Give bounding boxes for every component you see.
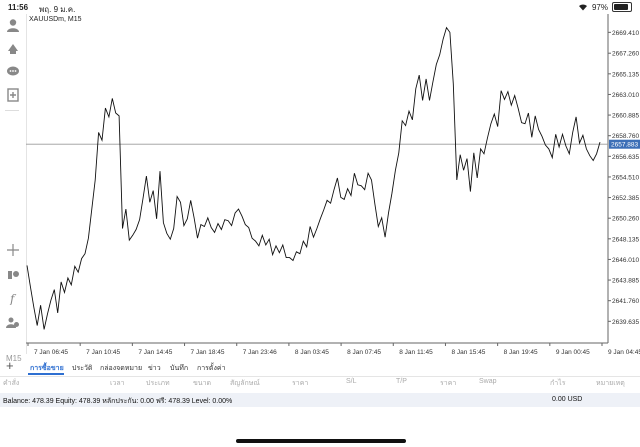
tab-news[interactable]: ข่าว xyxy=(148,365,161,372)
x-tick-label: 8 Jan 15:45 xyxy=(451,349,485,356)
account-icon[interactable] xyxy=(5,314,21,330)
tab-mailbox[interactable]: กล่องจดหมาย xyxy=(100,365,143,372)
x-tick-label: 9 Jan 04:45 xyxy=(608,349,640,356)
objects-icon[interactable] xyxy=(5,266,21,282)
x-tick-label: 7 Jan 10:45 xyxy=(86,349,120,356)
col-size: ขนาด xyxy=(193,380,212,387)
y-tick-label: 2652.385 xyxy=(612,195,639,202)
terminal-tabs: + การซื้อขาย ประวัติ กล่องจดหมาย ข่าว บั… xyxy=(0,358,640,377)
y-tick-label: 2663.010 xyxy=(612,92,639,99)
toolbar-divider xyxy=(5,110,19,111)
x-tick-label: 7 Jan 23:46 xyxy=(243,349,277,356)
y-tick-label: 2650.260 xyxy=(612,216,639,223)
person-icon[interactable] xyxy=(5,17,21,33)
battery-percent: 97% xyxy=(591,2,608,12)
y-tick-label: 2654.510 xyxy=(612,174,639,181)
left-toolbar: f M15 xyxy=(0,14,27,363)
current-price-label: 2657.883 xyxy=(611,142,638,149)
tab-trade[interactable]: การซื้อขาย xyxy=(30,365,64,372)
y-tick-label: 2648.135 xyxy=(612,236,639,243)
x-tick-label: 8 Jan 07:45 xyxy=(347,349,381,356)
y-tick-label: 2643.885 xyxy=(612,278,639,285)
col-price-current: ราคา xyxy=(440,380,457,387)
x-tick-label: 7 Jan 06:45 xyxy=(34,349,68,356)
total-profit: 0.00 USD xyxy=(552,396,583,403)
crosshair-icon[interactable] xyxy=(5,242,21,258)
home-indicator[interactable] xyxy=(236,439,406,443)
x-tick-label: 7 Jan 18:45 xyxy=(191,349,225,356)
col-comment: หมายเหตุ xyxy=(596,380,625,387)
y-tick-label: 2658.760 xyxy=(612,133,639,140)
wifi-icon xyxy=(578,4,587,11)
y-tick-label: 2656.635 xyxy=(612,154,639,161)
x-tick-label: 8 Jan 03:45 xyxy=(295,349,329,356)
y-tick-label: 2639.635 xyxy=(612,319,639,326)
add-chart-icon[interactable] xyxy=(5,87,21,103)
price-series-line xyxy=(26,26,601,330)
chart-canvas[interactable]: 2669.410 2667.260 2665.135 2663.010 2660.885… xyxy=(26,14,640,357)
tab-journal[interactable]: บันทึก xyxy=(170,365,189,372)
x-tick-label: 8 Jan 11:45 xyxy=(399,349,433,356)
y-tick-label: 2646.010 xyxy=(612,257,639,264)
status-bar: 11:56 พฤ. 9 ม.ค. 97% xyxy=(0,0,640,14)
col-tp: T/P xyxy=(396,378,407,385)
col-profit: กำไร xyxy=(550,380,566,387)
balance-row[interactable]: Balance: 478.39 Equity: 478.39 หลักประกั… xyxy=(0,393,640,407)
balance-summary: Balance: 478.39 Equity: 478.39 หลักประกั… xyxy=(3,398,233,405)
symbol-label: XAUUSDm, M15 xyxy=(29,16,82,23)
col-order: คำสั่ง xyxy=(3,380,20,387)
y-tick-label: 2669.410 xyxy=(612,30,639,37)
col-time: เวลา xyxy=(110,380,125,387)
date: พฤ. 9 ม.ค. xyxy=(39,5,76,14)
y-tick-label: 2641.760 xyxy=(612,298,639,305)
y-tick-label: 2667.260 xyxy=(612,51,639,58)
clock: 11:56 xyxy=(8,3,29,12)
col-type: ประเภท xyxy=(146,380,170,387)
add-order-icon[interactable]: + xyxy=(6,358,14,373)
y-tick-label: 2665.135 xyxy=(612,71,639,78)
current-price-box xyxy=(609,139,640,149)
tab-settings[interactable]: การตั้งค่า xyxy=(197,365,226,372)
col-swap: Swap xyxy=(479,378,497,385)
chat-icon[interactable] xyxy=(5,64,21,80)
table-header: คำสั่ง เวลา ประเภท ขนาด สัญลักษณ์ ราคา S… xyxy=(0,378,640,390)
col-symbol: สัญลักษณ์ xyxy=(230,380,260,387)
price-chart[interactable]: 2669.410 2667.260 2665.135 2663.010 2660.885… xyxy=(26,14,640,357)
col-sl: S/L xyxy=(346,378,357,385)
x-tick-label: 8 Jan 19:45 xyxy=(504,349,538,356)
svg-text:f: f xyxy=(9,292,17,305)
tab-history[interactable]: ประวัติ xyxy=(72,365,93,372)
x-tick-label: 7 Jan 14:45 xyxy=(138,349,172,356)
x-tick-label: 9 Jan 00:45 xyxy=(556,349,590,356)
active-tab-indicator xyxy=(28,373,64,375)
timeframe-label[interactable]: M15 xyxy=(6,354,22,363)
indicator-icon[interactable] xyxy=(5,40,21,56)
y-tick-label: 2660.885 xyxy=(612,113,639,120)
function-icon[interactable]: f xyxy=(5,290,21,306)
col-price: ราคา xyxy=(292,380,309,387)
status-right: 97% xyxy=(578,2,632,12)
battery-icon xyxy=(612,2,632,12)
